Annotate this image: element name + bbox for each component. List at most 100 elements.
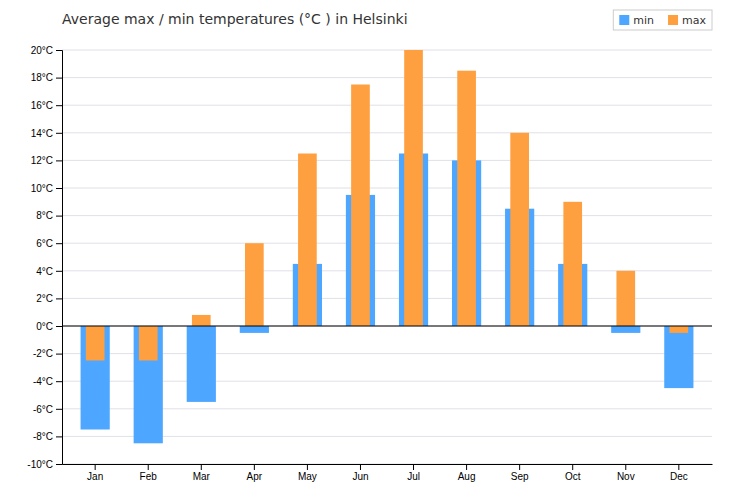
y-tick: 4°C	[36, 266, 62, 277]
y-tick: 16°C	[31, 100, 62, 111]
x-tick: Apr	[247, 464, 263, 482]
grid-line	[62, 50, 712, 51]
y-tick-mark	[56, 381, 62, 382]
x-axis: JanFebMarAprMayJunJulAugSepOctNovDec	[63, 464, 713, 482]
grid-line	[62, 215, 712, 216]
legend-swatch	[668, 15, 678, 25]
x-tick-mark	[413, 464, 414, 470]
x-tick-mark	[466, 464, 467, 470]
legend-label: min	[633, 14, 654, 27]
x-tick: Nov	[617, 464, 635, 482]
bar	[134, 326, 163, 443]
grid-line	[62, 326, 712, 327]
y-tick-label: -4°C	[33, 376, 53, 387]
series-bars	[81, 154, 694, 444]
bar	[240, 326, 269, 333]
bar	[298, 154, 317, 327]
y-tick: -10°C	[27, 459, 62, 470]
bar	[81, 326, 110, 430]
bar	[139, 326, 158, 361]
x-tick: Jul	[407, 464, 420, 482]
y-tick-label: 18°C	[31, 72, 53, 83]
y-tick: 20°C	[31, 45, 62, 56]
bar	[510, 133, 529, 326]
y-tick: 8°C	[36, 210, 62, 221]
grid	[62, 50, 712, 464]
y-tick-label: 0°C	[36, 321, 53, 332]
legend-label: max	[682, 14, 706, 27]
x-tick-label: Sep	[511, 471, 529, 482]
bar	[192, 315, 211, 326]
legend-item: max	[668, 14, 706, 27]
zero-line	[62, 325, 712, 326]
legend-box	[613, 10, 712, 30]
y-tick-mark	[56, 105, 62, 106]
y-tick-mark	[56, 50, 62, 51]
y-axis: -10°C -8°C -6°C -4°C -2°C 0°C 2°C 4°C 6°C 8°C 10°C…	[27, 45, 62, 470]
x-tick-label: Jul	[407, 471, 420, 482]
grid-line	[62, 188, 712, 189]
x-tick: Dec	[670, 464, 688, 482]
x-tick-label: Apr	[247, 471, 263, 482]
y-tick-mark	[56, 436, 62, 437]
y-tick-mark	[56, 464, 62, 465]
bar	[611, 326, 640, 333]
x-tick-label: Oct	[565, 471, 581, 482]
y-tick: 12°C	[31, 155, 62, 166]
y-tick: -8°C	[33, 431, 62, 442]
y-tick-mark	[56, 78, 62, 79]
x-tick-mark	[678, 464, 679, 470]
y-tick-label: -6°C	[33, 404, 53, 415]
y-tick: 14°C	[31, 128, 62, 139]
x-tick-mark	[519, 464, 520, 470]
y-tick-mark	[56, 354, 62, 355]
chart: JanFebMarAprMayJunJulAugSepOctNovDec-10°…	[0, 0, 736, 500]
grid-line	[62, 132, 712, 133]
grid-line	[62, 243, 712, 244]
x-tick-mark	[148, 464, 149, 470]
x-tick-mark	[625, 464, 626, 470]
y-tick-label: 12°C	[31, 155, 53, 166]
y-tick-mark	[56, 298, 62, 299]
y-tick-label: -8°C	[33, 431, 53, 442]
grid-line	[62, 298, 712, 299]
y-tick-mark	[56, 160, 62, 161]
grid-line	[62, 105, 712, 106]
bar	[404, 50, 423, 326]
legend-item: min	[619, 14, 654, 27]
y-tick: 10°C	[31, 183, 62, 194]
bar	[664, 326, 693, 388]
bar	[563, 202, 582, 326]
x-tick: May	[298, 464, 317, 482]
bar	[669, 326, 688, 333]
y-tick-label: -10°C	[27, 459, 53, 470]
bar	[86, 326, 105, 361]
series-bars	[86, 50, 688, 361]
x-tick-label: Nov	[617, 471, 635, 482]
y-tick: 6°C	[36, 238, 62, 249]
y-tick: -2°C	[33, 348, 62, 359]
y-tick-mark	[56, 271, 62, 272]
y-tick-label: 14°C	[31, 128, 53, 139]
bar	[245, 243, 264, 326]
bar	[457, 71, 476, 326]
y-tick-mark	[56, 188, 62, 189]
legend-swatch	[619, 15, 629, 25]
x-tick-label: Aug	[458, 471, 476, 482]
y-tick-label: 20°C	[31, 45, 53, 56]
x-tick-mark	[307, 464, 308, 470]
x-tick-mark	[254, 464, 255, 470]
grid-line	[62, 464, 712, 465]
x-tick-label: Jun	[352, 471, 368, 482]
x-tick: Oct	[565, 464, 581, 482]
grid-line	[62, 160, 712, 161]
x-tick: Aug	[458, 464, 476, 482]
x-tick: Jan	[87, 464, 103, 482]
x-tick: Feb	[140, 464, 158, 482]
y-tick-label: 6°C	[36, 238, 53, 249]
legend: min max	[613, 10, 712, 30]
y-tick-label: 10°C	[31, 183, 53, 194]
y-tick-mark	[56, 216, 62, 217]
y-tick: 2°C	[36, 293, 62, 304]
y-tick-mark	[56, 133, 62, 134]
